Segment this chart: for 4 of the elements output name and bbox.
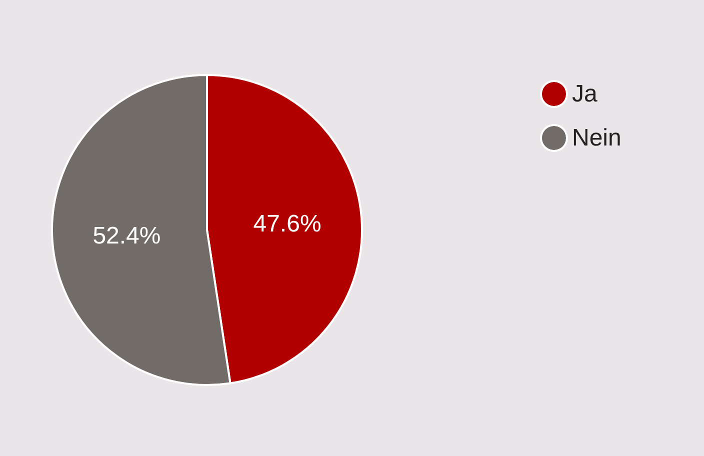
legend-label: Ja	[572, 80, 598, 108]
data-label: 47.6%	[253, 210, 322, 238]
data-label: 52.4%	[92, 222, 161, 250]
legend-label: Nein	[572, 124, 622, 152]
